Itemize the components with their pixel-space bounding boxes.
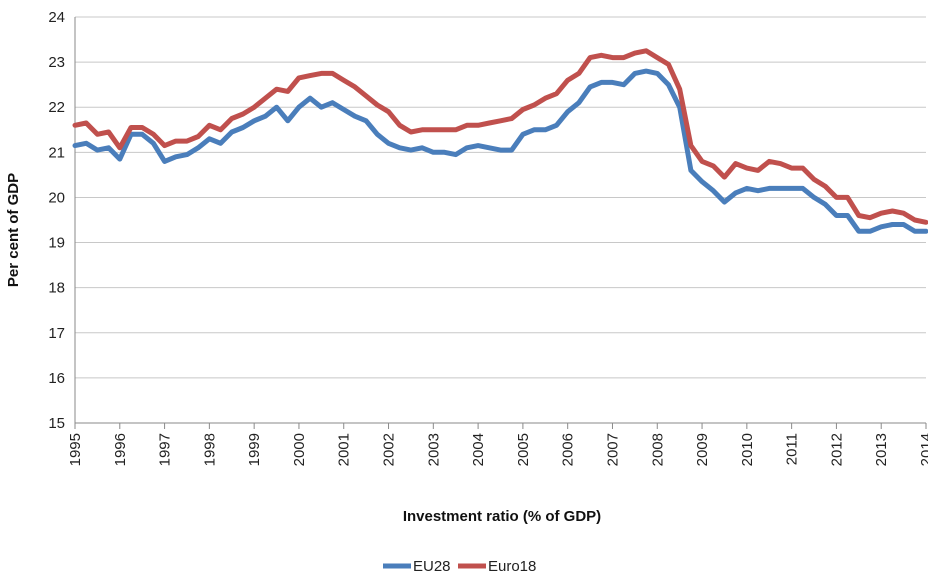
x-tick-label: 2010 [739,433,756,466]
x-tick-label: 1996 [112,433,129,466]
x-tick-label: 2009 [694,433,711,466]
x-tick-label: 1999 [246,433,263,466]
x-tick-label: 2013 [873,433,890,466]
x-tick-label: 2008 [649,433,666,466]
y-tick-label: 16 [48,370,65,387]
x-tick-label: 2003 [425,433,442,466]
x-tick-label: 2007 [604,433,621,466]
y-tick-label: 18 [48,280,65,297]
y-tick-label: 22 [48,99,65,116]
axes [74,17,927,429]
x-tick-label: 1998 [201,433,218,466]
y-tick-label: 23 [48,54,65,71]
y-tick-label: 20 [48,189,65,206]
series-lines [72,48,928,234]
series-line-euro18 [72,48,928,225]
series-line-eu28 [72,68,928,234]
x-tick-label: 2002 [381,433,398,466]
grid-lines [75,16,926,424]
y-tick-label: 24 [48,9,65,26]
x-tick-label: 2011 [784,433,801,465]
x-tick-labels: 1995 1996 1997 1998 1999 2000 2001 2002 2003 2004… [67,433,928,466]
x-tick-label: 1995 [67,433,84,466]
x-axis-label: Investment ratio (% of GDP) [403,508,601,525]
y-tick-label: 19 [48,235,65,252]
legend-label-eu28: EU28 [413,558,451,575]
legend: EU28 Euro18 [383,558,536,575]
x-tick-label: 2012 [828,433,845,466]
y-axis-label: Per cent of GDP [5,173,22,287]
x-tick-label: 2004 [470,433,487,466]
legend-label-euro18: Euro18 [488,558,536,575]
y-tick-label: 17 [48,325,65,342]
y-tick-label: 15 [48,415,65,432]
x-tick-label: 2014 [918,433,928,466]
y-tick-label: 21 [48,144,65,161]
x-tick-label: 2001 [336,433,353,466]
x-tick-label: 2000 [291,433,308,466]
y-tick-labels: 15 16 17 18 19 20 21 22 23 24 [48,9,65,432]
x-tick-label: 1997 [157,433,174,466]
x-tick-label: 2006 [560,433,577,466]
x-tick-label: 2005 [515,433,532,466]
